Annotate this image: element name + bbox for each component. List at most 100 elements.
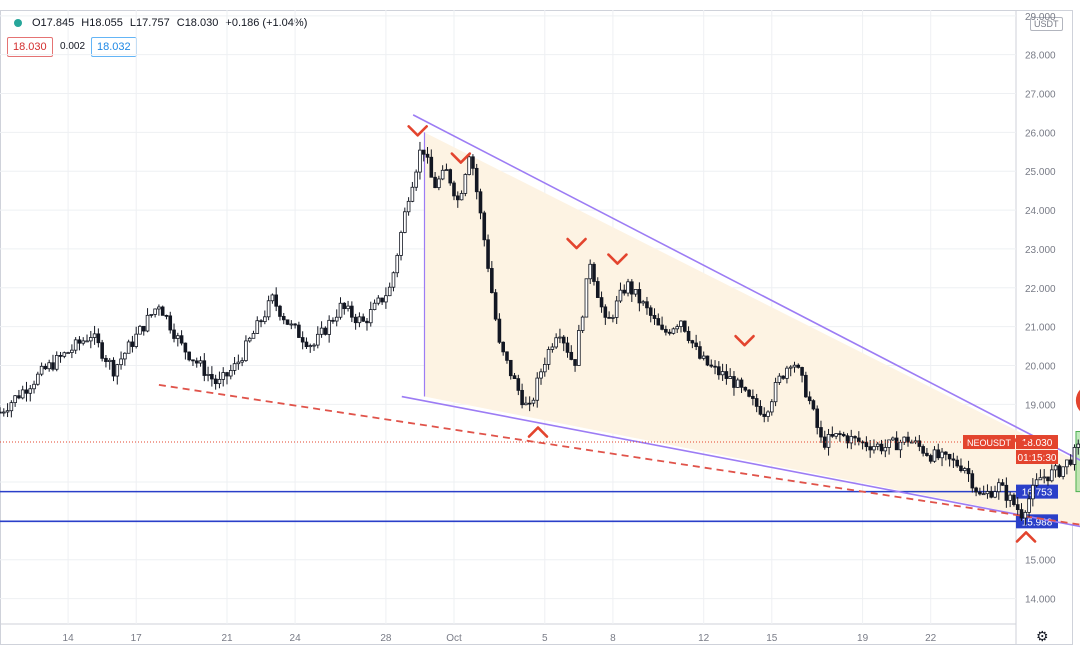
candle-body	[274, 294, 278, 307]
candle-body	[263, 316, 267, 322]
candle-body	[679, 320, 683, 328]
candle-body	[206, 373, 210, 376]
candle-body	[81, 340, 86, 344]
candle-body	[633, 289, 638, 295]
candle-body	[785, 367, 789, 379]
candle-body	[259, 320, 263, 323]
candle-body	[671, 328, 676, 334]
candle-body	[815, 408, 819, 428]
wedge-fill	[424, 132, 1080, 526]
x-tick-label-1: 17	[131, 633, 143, 644]
candle-body	[486, 239, 490, 269]
candle-body	[989, 491, 994, 498]
candle-body	[800, 367, 804, 376]
candle-body	[36, 373, 40, 385]
candle-body	[667, 331, 672, 334]
candle-body	[928, 455, 933, 462]
candle-body	[887, 439, 891, 448]
candle-body	[868, 446, 872, 451]
symbol-label-bg	[963, 435, 1015, 450]
candle-body	[160, 306, 165, 316]
y-tick-label-13: 14.000	[1025, 595, 1056, 606]
candle-body	[244, 340, 248, 361]
candle-body	[179, 335, 184, 344]
candle-body	[66, 352, 70, 354]
candle-body	[970, 473, 975, 489]
down-chevron-icon	[734, 334, 755, 347]
y-tick-label-2: 27.000	[1025, 90, 1056, 101]
settings-gear-icon[interactable]: ⚙	[1036, 628, 1049, 644]
candle-body	[947, 453, 952, 460]
candle-body	[410, 186, 415, 202]
candle-body	[247, 337, 252, 342]
candle-body	[686, 330, 691, 341]
candle-body	[898, 441, 903, 451]
candle-body	[297, 324, 301, 338]
candle-body	[1, 411, 6, 414]
candle-body	[384, 295, 388, 303]
candle-body	[732, 376, 736, 388]
candle-body	[535, 377, 540, 401]
candle-body	[308, 345, 313, 348]
candle-body	[981, 493, 986, 496]
candle-body	[327, 319, 331, 335]
candle-body	[1061, 466, 1065, 477]
candle-body	[448, 169, 453, 184]
candle-body	[5, 410, 10, 413]
y-tick-label-8: 21.000	[1025, 323, 1056, 334]
up-chevron-icon	[1015, 531, 1037, 543]
candle-body	[978, 491, 982, 495]
candle-body	[32, 383, 36, 390]
candle-body	[577, 330, 581, 366]
candle-body	[917, 440, 922, 447]
candle-body	[0, 411, 2, 414]
candle-body	[891, 437, 895, 441]
candle-body	[773, 382, 778, 403]
sell-price-button[interactable]: 18.030	[7, 37, 53, 57]
candle-body	[187, 351, 191, 361]
candle-body	[626, 281, 630, 294]
candle-body	[985, 491, 990, 495]
candle-body	[940, 451, 944, 459]
currency-badge[interactable]: USDT	[1030, 17, 1063, 31]
x-tick-label-4: 28	[380, 633, 392, 644]
candle-body	[440, 169, 445, 180]
y-tick-label-6: 23.000	[1025, 245, 1056, 256]
candle-body	[595, 281, 600, 298]
candle-body	[962, 468, 967, 472]
candle-body	[1046, 476, 1050, 482]
countdown-label-bg	[1016, 450, 1058, 465]
candle-body	[944, 451, 948, 455]
candle-body	[331, 319, 335, 322]
candle-body	[210, 373, 214, 380]
candle-body	[883, 447, 888, 452]
open-value: O17.845	[32, 17, 75, 29]
candle-body	[554, 337, 558, 348]
candle-body	[872, 446, 876, 451]
candle-body	[478, 191, 483, 214]
candle-body	[592, 263, 596, 282]
candle-body	[630, 281, 634, 295]
wedge-resistance-line	[412, 114, 1080, 461]
y-tick-label-9: 20.000	[1025, 361, 1056, 372]
candle-body	[20, 389, 25, 399]
candle-body	[993, 491, 997, 498]
candle-body	[490, 268, 494, 294]
x-tick-label-5: Oct	[446, 633, 462, 644]
candle-body	[104, 357, 108, 362]
candle-body	[660, 324, 664, 330]
candle-body	[826, 434, 831, 448]
candle-body	[932, 449, 937, 462]
change-value: +0.186 (+1.04%)	[225, 17, 308, 29]
candle-body	[338, 302, 343, 318]
candle-body	[841, 433, 846, 437]
candle-body	[588, 263, 592, 280]
candle-body	[24, 389, 29, 394]
candle-body	[164, 314, 169, 317]
candle-body	[168, 315, 173, 331]
candle-body	[796, 364, 801, 368]
candle-body	[28, 388, 33, 394]
candle-body	[107, 359, 112, 362]
x-tick-label-8: 12	[698, 633, 710, 644]
